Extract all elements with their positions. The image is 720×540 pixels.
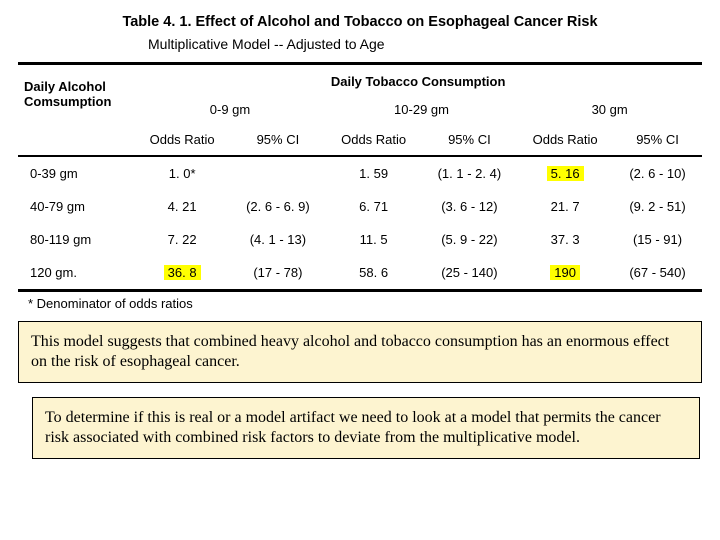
row-label: 0-39 gm <box>18 156 134 190</box>
table-cell: (17 - 78) <box>230 256 326 289</box>
table-cell: (2. 6 - 10) <box>613 156 702 190</box>
table-cell: (3. 6 - 12) <box>422 190 518 223</box>
table-cell: 190 <box>517 256 613 289</box>
col-4: Odds Ratio <box>517 123 613 156</box>
table-cell: 36. 8 <box>134 256 230 289</box>
col-0: Odds Ratio <box>134 123 230 156</box>
table-cell: (25 - 140) <box>422 256 518 289</box>
table-cell: (9. 2 - 51) <box>613 190 702 223</box>
table-cell: (2. 6 - 6. 9) <box>230 190 326 223</box>
table-cell: (5. 9 - 22) <box>422 223 518 256</box>
header-alcohol: Daily Alcohol Comsumption <box>18 65 134 123</box>
table-row: 0-39 gm1. 0* 1. 59(1. 1 - 2. 4)5. 16(2. 6… <box>18 156 702 190</box>
group-2: 30 gm <box>517 98 702 123</box>
row-label: 80-119 gm <box>18 223 134 256</box>
col-5: 95% CI <box>613 123 702 156</box>
callout-conclusion: This model suggests that combined heavy … <box>18 321 702 383</box>
col-1: 95% CI <box>230 123 326 156</box>
callout-followup: To determine if this is real or a model … <box>32 397 700 459</box>
table-cell: (15 - 91) <box>613 223 702 256</box>
group-0: 0-9 gm <box>134 98 326 123</box>
table-row: 120 gm.36. 8(17 - 78)58. 6(25 - 140)190(… <box>18 256 702 289</box>
col-2: Odds Ratio <box>326 123 422 156</box>
table-footnote: * Denominator of odds ratios <box>18 296 702 311</box>
table-cell: 7. 22 <box>134 223 230 256</box>
table-cell: 5. 16 <box>517 156 613 190</box>
table-cell: (1. 1 - 2. 4) <box>422 156 518 190</box>
table-cell: 58. 6 <box>326 256 422 289</box>
table-subtitle: Multiplicative Model -- Adjusted to Age <box>148 36 702 52</box>
col-3: 95% CI <box>422 123 518 156</box>
table-row: 40-79 gm4. 21(2. 6 - 6. 9)6. 71(3. 6 - 1… <box>18 190 702 223</box>
table-cell: 21. 7 <box>517 190 613 223</box>
table-cell: (4. 1 - 13) <box>230 223 326 256</box>
table-cell: 6. 71 <box>326 190 422 223</box>
table-cell: 1. 0* <box>134 156 230 190</box>
table-cell: 4. 21 <box>134 190 230 223</box>
table-cell: 11. 5 <box>326 223 422 256</box>
data-table: Daily Alcohol Comsumption Daily Tobacco … <box>18 65 702 289</box>
table-cell: (67 - 540) <box>613 256 702 289</box>
row-label: 40-79 gm <box>18 190 134 223</box>
table-cell: 1. 59 <box>326 156 422 190</box>
table-title: Table 4. 1. Effect of Alcohol and Tobacc… <box>58 14 662 30</box>
row-label: 120 gm. <box>18 256 134 289</box>
table-cell <box>230 156 326 190</box>
table-cell: 37. 3 <box>517 223 613 256</box>
group-1: 10-29 gm <box>326 98 518 123</box>
table-container: Daily Alcohol Comsumption Daily Tobacco … <box>18 62 702 292</box>
header-tobacco: Daily Tobacco Consumption <box>134 65 702 98</box>
table-row: 80-119 gm7. 22(4. 1 - 13)11. 5(5. 9 - 22… <box>18 223 702 256</box>
